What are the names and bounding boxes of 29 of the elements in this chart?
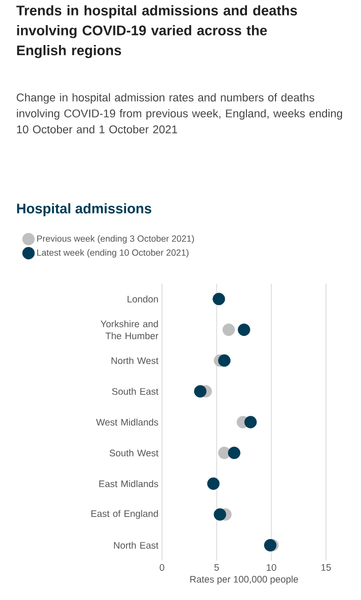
- point: [264, 539, 276, 552]
- point: [218, 354, 231, 367]
- x-axis-title: Rates per 100,000 people: [190, 576, 298, 584]
- y-tick-label: North East: [114, 542, 158, 549]
- point: [207, 477, 220, 490]
- x-tick-label: 15: [321, 564, 331, 571]
- x-tick-label: 10: [266, 564, 276, 571]
- y-tick-label: Yorkshire and The Humber: [100, 320, 158, 340]
- point: [238, 324, 250, 336]
- chart-subtitle: Change in hospital admission rates and numbers of deaths involving COVID-19 from previous week, England, weeks ending 10 October and 1 October 2021: [16, 93, 342, 134]
- y-tick-label: South East: [112, 388, 158, 395]
- legend-label: Previous week (ending 3 October 2021): [37, 235, 194, 244]
- y-tick-label: London: [128, 296, 158, 302]
- point: [222, 324, 235, 336]
- point: [212, 292, 226, 306]
- y-tick-label: South West: [110, 449, 158, 456]
- legend-label: Latest week (ending 10 October 2021): [37, 249, 188, 258]
- point: [214, 508, 226, 521]
- text: Hospital admissions: [17, 203, 152, 216]
- y-tick-label: East Midlands: [99, 480, 158, 488]
- point: [194, 385, 206, 398]
- point: [228, 446, 240, 460]
- y-tick-label: West Midlands: [96, 418, 158, 426]
- chart-title: Trends in hospital admissions and deaths involving COVID-19 varied across the English regions: [16, 5, 297, 58]
- y-tick-label: North West: [112, 357, 158, 364]
- x-tick-label: 0: [160, 564, 164, 571]
- point: [244, 416, 257, 428]
- x-tick-label: 5: [214, 564, 219, 571]
- y-tick-label: East of England: [91, 510, 158, 519]
